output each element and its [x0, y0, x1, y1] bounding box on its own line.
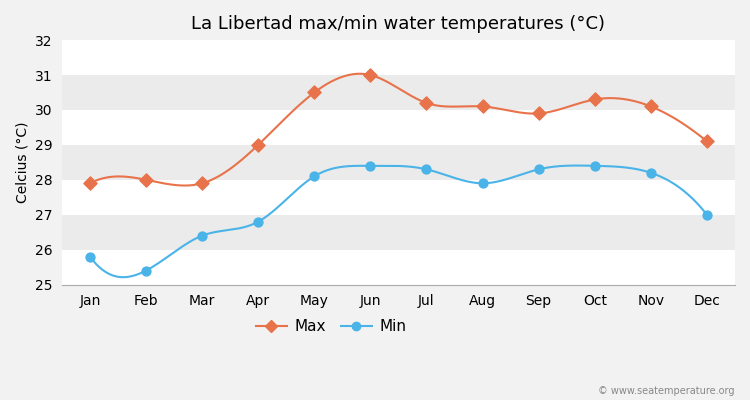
Point — [645, 170, 657, 176]
Point — [252, 142, 264, 148]
Point — [645, 103, 657, 110]
Point — [364, 163, 376, 169]
Bar — [62, 40, 735, 75]
Point — [140, 176, 152, 183]
Point — [532, 166, 544, 172]
Bar — [62, 215, 735, 250]
Point — [701, 212, 713, 218]
Title: La Libertad max/min water temperatures (°C): La Libertad max/min water temperatures (… — [191, 15, 605, 33]
Point — [589, 96, 601, 103]
Point — [196, 180, 208, 186]
Bar — [62, 110, 735, 145]
Point — [84, 180, 96, 186]
Point — [252, 218, 264, 225]
Point — [308, 89, 320, 96]
Bar — [62, 250, 735, 284]
Point — [589, 163, 601, 169]
Bar — [62, 75, 735, 110]
Point — [476, 103, 488, 110]
Point — [532, 110, 544, 117]
Bar — [62, 180, 735, 215]
Legend: Max, Min: Max, Min — [250, 313, 412, 340]
Point — [196, 232, 208, 239]
Bar — [62, 145, 735, 180]
Point — [421, 166, 433, 172]
Point — [421, 100, 433, 106]
Point — [701, 138, 713, 144]
Point — [476, 180, 488, 186]
Y-axis label: Celcius (°C): Celcius (°C) — [15, 122, 29, 203]
Text: © www.seatemperature.org: © www.seatemperature.org — [598, 386, 735, 396]
Point — [364, 72, 376, 78]
Point — [308, 173, 320, 180]
Point — [140, 267, 152, 274]
Point — [84, 254, 96, 260]
